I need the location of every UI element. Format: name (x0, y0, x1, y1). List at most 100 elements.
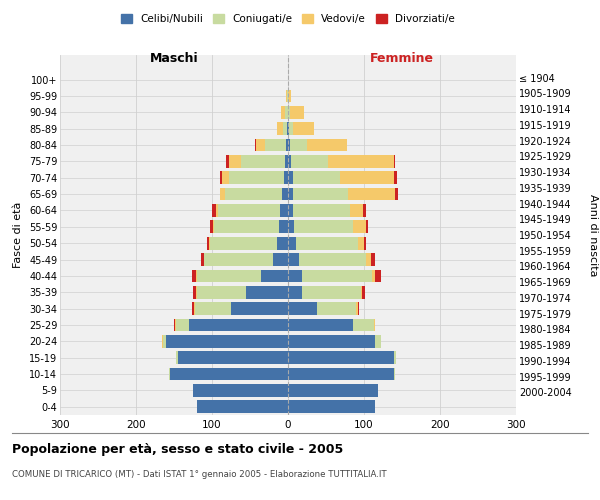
Bar (288, 138, 290, 151)
Bar (194, 302, 231, 315)
Bar (361, 286, 362, 298)
Bar (231, 302, 288, 315)
Bar (284, 172, 288, 184)
Bar (162, 335, 163, 347)
Bar (302, 286, 361, 298)
Bar (317, 302, 356, 315)
Bar (178, 352, 288, 364)
Bar (296, 237, 358, 250)
Bar (288, 237, 296, 250)
Bar (163, 335, 166, 347)
Bar (196, 286, 197, 298)
Bar (176, 352, 178, 364)
Bar (282, 188, 288, 200)
Text: Femmine: Femmine (370, 52, 434, 65)
Bar (364, 237, 366, 250)
Bar (192, 302, 194, 315)
Bar (350, 204, 363, 217)
Bar (216, 204, 218, 217)
Bar (288, 155, 291, 168)
Bar (302, 270, 371, 282)
Bar (358, 237, 364, 250)
Bar (211, 237, 277, 250)
Bar (353, 318, 374, 332)
Bar (288, 204, 293, 217)
Bar (288, 318, 353, 332)
Bar (286, 90, 287, 102)
Bar (225, 188, 282, 200)
Bar (241, 155, 285, 168)
Bar (366, 253, 371, 266)
Bar (196, 270, 197, 282)
Bar (362, 286, 365, 298)
Bar (262, 270, 288, 282)
Bar (285, 106, 288, 118)
Bar (288, 352, 394, 364)
Bar (288, 90, 291, 102)
Y-axis label: Anni di nascita: Anni di nascita (589, 194, 598, 276)
Bar (288, 188, 293, 200)
Bar (288, 384, 377, 397)
Bar (279, 220, 288, 233)
Bar (289, 122, 293, 135)
Bar (328, 155, 394, 168)
Bar (299, 253, 366, 266)
Bar (353, 220, 365, 233)
Bar (193, 286, 196, 298)
Text: Popolazione per età, sesso e stato civile - 2005: Popolazione per età, sesso e stato civil… (12, 442, 343, 456)
Bar (281, 106, 285, 118)
Bar (175, 318, 176, 332)
Bar (288, 253, 299, 266)
Bar (218, 204, 280, 217)
Bar (220, 188, 225, 200)
Bar (203, 253, 205, 266)
Bar (197, 286, 246, 298)
Y-axis label: Fasce di età: Fasce di età (13, 202, 23, 268)
Bar (288, 106, 290, 118)
Bar (229, 155, 241, 168)
Bar (394, 155, 395, 168)
Bar (226, 155, 229, 168)
Bar (287, 122, 288, 135)
Bar (288, 172, 293, 184)
Bar (307, 138, 347, 151)
Bar (348, 188, 395, 200)
Bar (277, 237, 288, 250)
Bar (293, 204, 350, 217)
Text: COMUNE DI TRICARICO (MT) - Dati ISTAT 1° gennaio 2005 - Elaborazione TUTTITALIA.: COMUNE DI TRICARICO (MT) - Dati ISTAT 1°… (12, 470, 386, 479)
Bar (288, 220, 294, 233)
Bar (371, 270, 374, 282)
Bar (212, 204, 216, 217)
Bar (363, 204, 365, 217)
Bar (166, 335, 288, 347)
Bar (209, 237, 211, 250)
Bar (374, 318, 376, 332)
Bar (288, 122, 289, 135)
Bar (192, 270, 196, 282)
Bar (287, 90, 288, 102)
Bar (222, 172, 229, 184)
Bar (220, 172, 222, 184)
Bar (291, 155, 328, 168)
Bar (265, 138, 286, 151)
Bar (169, 368, 170, 380)
Bar (256, 138, 265, 151)
Bar (176, 318, 189, 332)
Bar (288, 368, 394, 380)
Bar (290, 106, 304, 118)
Bar (371, 253, 374, 266)
Bar (213, 220, 214, 233)
Bar (293, 188, 348, 200)
Bar (197, 400, 288, 413)
Bar (197, 270, 262, 282)
Bar (356, 302, 358, 315)
Bar (288, 335, 376, 347)
Bar (288, 400, 376, 413)
Bar (394, 368, 395, 380)
Bar (376, 335, 382, 347)
Bar (210, 220, 213, 233)
Bar (288, 302, 317, 315)
Bar (395, 188, 398, 200)
Bar (283, 122, 287, 135)
Bar (288, 270, 302, 282)
